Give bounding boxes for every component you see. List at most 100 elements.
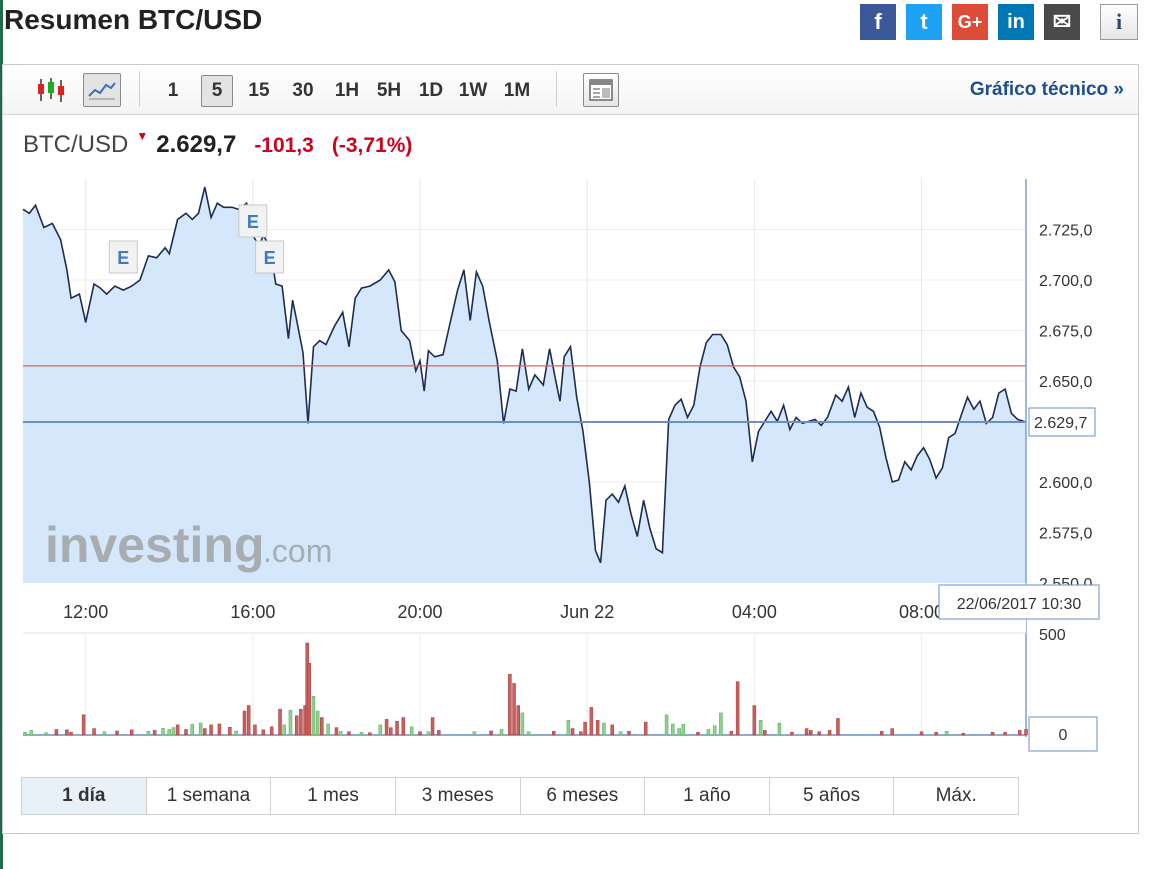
volume-bar [610, 724, 615, 736]
volume-bar [161, 728, 165, 736]
email-icon[interactable]: ✉ [1044, 4, 1080, 40]
volume-bar [384, 719, 389, 736]
volume-bar [804, 728, 809, 736]
y-tick-label: 2.600,0 [1039, 475, 1092, 492]
event-marker-label: E [247, 212, 259, 232]
event-marker-label: E [264, 248, 276, 268]
range-button-6[interactable]: 5 años [769, 778, 895, 814]
range-button-3[interactable]: 3 meses [395, 778, 521, 814]
toolbar-separator [139, 71, 140, 107]
volume-bar [579, 731, 583, 736]
volume-bar [334, 727, 339, 736]
volume-bar [320, 717, 324, 736]
volume-bar [944, 731, 949, 736]
volume-bar [499, 729, 504, 736]
interval-5h[interactable]: 5H [376, 80, 402, 101]
toolbar-separator [556, 71, 557, 107]
volume-bar [242, 710, 247, 736]
x-axis-band [23, 583, 1026, 633]
quote-row: BTC/USD ▼ 2.629,7 -101,3 (-3,71%) [23, 129, 413, 161]
watermark-suffix: .com [263, 533, 332, 569]
volume-bar [54, 729, 59, 736]
volume-bar [589, 707, 594, 736]
volume-bar [552, 731, 556, 736]
volume-bar [583, 721, 587, 736]
volume-bar [706, 729, 711, 736]
range-button-0[interactable]: 1 día [22, 778, 147, 814]
volume-bar [696, 731, 700, 736]
page-title: Resumen BTC/USD [4, 4, 263, 35]
volume-bar [489, 730, 493, 736]
range-button-5[interactable]: 1 año [645, 778, 770, 814]
volume-bar [368, 732, 372, 736]
volume-bar [729, 731, 734, 736]
volume-bar [234, 730, 238, 736]
volume-bar [595, 720, 600, 736]
page-accent-bar [0, 0, 3, 869]
volume-bar [508, 674, 512, 736]
volume-bar [1017, 730, 1022, 736]
info-icon[interactable]: i [1100, 4, 1138, 40]
volume-bar [719, 712, 723, 736]
volume-bar [203, 728, 207, 736]
event-marker-box [108, 240, 138, 274]
linkedin-icon[interactable]: in [998, 4, 1034, 40]
quote-change-percent: (-3,71%) [331, 134, 413, 157]
google-plus-icon[interactable]: G+ [952, 4, 988, 40]
volume-bar [175, 724, 180, 736]
volume-bar [520, 712, 525, 736]
volume-bar [198, 722, 203, 736]
volume-bar [526, 731, 531, 736]
range-button-1[interactable]: 1 semana [146, 778, 272, 814]
range-button-7[interactable]: Máx. [894, 778, 1018, 814]
volume-bar [890, 728, 895, 736]
cursor-date-label: 22/06/2017 10:30 [957, 596, 1082, 613]
share-bar: f t G+ in ✉ [860, 4, 1090, 40]
volume-bar [102, 731, 107, 736]
volume-bar [171, 727, 176, 736]
interval-1[interactable]: 1 [167, 80, 179, 101]
twitter-icon[interactable]: t [906, 4, 942, 40]
range-button-4[interactable]: 6 meses [520, 778, 646, 814]
interval-1w[interactable]: 1W [458, 80, 488, 101]
interval-5[interactable]: 5 [201, 75, 233, 107]
volume-bar [326, 723, 330, 736]
volume-bar [681, 724, 686, 736]
volume-bar [23, 731, 27, 736]
volume-bar [44, 732, 48, 736]
volume-bar [437, 730, 441, 736]
price-chart[interactable]: investing.com 2.725,0 2.700,0 2.675,0 2.650,… [3, 65, 1138, 765]
interval-30[interactable]: 30 [292, 80, 314, 101]
volume-bar [735, 681, 740, 736]
volume-bar [643, 721, 648, 736]
technical-chart-link[interactable]: Gráfico técnico » [969, 79, 1124, 100]
quote-last-price: 2.629,7 [156, 131, 237, 158]
interval-1h[interactable]: 1H [334, 80, 360, 101]
line-chart-icon[interactable] [83, 73, 121, 107]
y-tick-label: 2.725,0 [1039, 223, 1092, 240]
interval-1d[interactable]: 1D [418, 80, 444, 101]
volume-bar [516, 705, 520, 736]
volume-bar [69, 731, 73, 736]
volume-bar [65, 729, 69, 736]
volume-bar [712, 725, 717, 736]
candlestick-icon[interactable] [31, 73, 71, 107]
volume-bar [880, 731, 884, 736]
current-price-box [1028, 407, 1096, 437]
interval-1m[interactable]: 1M [503, 80, 531, 101]
volume-bar [566, 720, 571, 736]
volume-bar [167, 729, 172, 736]
interval-15[interactable]: 15 [248, 80, 270, 101]
volume-bar [990, 731, 995, 736]
volume-bar [152, 730, 157, 736]
x-tick-label: 12:00 [63, 602, 108, 622]
down-arrow-icon: ▼ [136, 129, 149, 143]
volume-bar [209, 724, 213, 736]
range-button-2[interactable]: 1 mes [271, 778, 396, 814]
range-selector: 1 día 1 semana 1 mes 3 meses 6 meses 1 año 5 a… [21, 777, 1019, 815]
table-icon[interactable] [583, 73, 619, 107]
facebook-icon[interactable]: f [860, 4, 896, 40]
price-line [22, 186, 1027, 564]
volume-bar [512, 683, 516, 736]
volume-bar [389, 727, 393, 736]
